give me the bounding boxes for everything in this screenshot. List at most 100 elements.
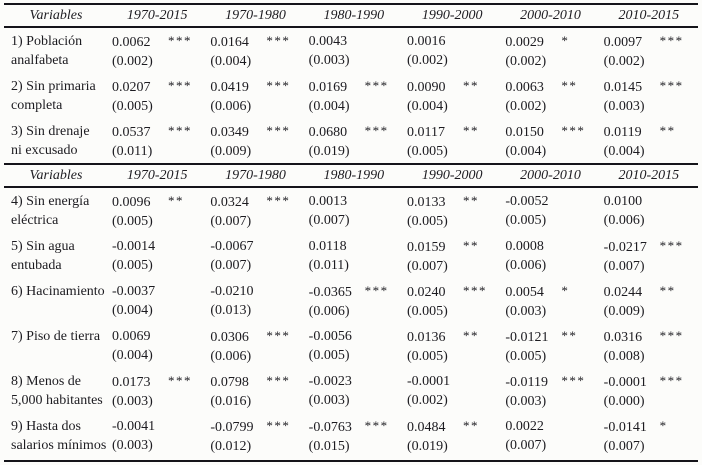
header-period-1970-2015: 1970-2015 [126,8,188,23]
coefficient-value: 0.0118 [308,239,347,254]
coefficient-cell: 0.0537 *** (0.011) [108,122,206,161]
coefficient-value: -0.0001 [603,375,647,390]
coefficient-cell: -0.0014 (0.005) [108,237,206,276]
coefficient-cell: 0.0159 ** (0.007) [403,237,501,276]
standard-error: (0.003) [505,304,547,319]
standard-error: (0.002) [505,99,547,114]
standard-error: (0.005) [407,304,448,319]
variable-label-line2: salarios mínimos [11,438,107,453]
standard-error: (0.019) [308,144,350,159]
coefficient-value: 0.0008 [505,239,544,254]
header-period-1990-2000: 1990-2000 [421,168,483,183]
variable-label-line2: eléctrica [11,213,59,228]
coefficient-cell: 0.0145 *** (0.003) [600,77,698,116]
coefficient-cell: -0.0121 ** (0.005) [501,327,599,366]
significance-stars: *** [364,123,389,138]
header-period-1980-1990: 1980-1990 [323,168,385,183]
standard-error: (0.005) [112,99,153,114]
coefficient-cell: -0.0210 (0.013) [206,282,304,321]
coefficient-cell: 0.0133 ** (0.005) [403,192,501,231]
significance-stars: *** [168,78,192,93]
standard-error: (0.004) [112,303,153,318]
coefficient-value: -0.0141 [603,420,647,435]
coefficient-cell: 0.0062 *** (0.002) [108,32,206,71]
coefficient-value: 0.0100 [603,194,643,209]
standard-error: (0.006) [210,349,252,364]
standard-error: (0.007) [407,259,448,274]
variable-label-line1: 6) Hacinamiento [11,284,105,299]
significance-stars: ** [659,123,676,138]
standard-error: (0.009) [603,304,645,319]
coefficient-value: 0.0798 [210,375,249,390]
coefficient-cell: -0.0052 (0.005) [501,192,599,231]
header-period-1970-2015: 1970-2015 [126,168,188,183]
significance-stars: ** [463,193,479,208]
significance-stars: *** [659,373,684,388]
variable-label-line1: 4) Sin energía [11,194,90,209]
header-variables: Variables [29,8,83,23]
table-row: 9) Hasta dos salarios mínimos -0.0041 (0.… [4,413,698,458]
header-period-1990-2000: 1990-2000 [421,8,483,23]
variable-label-line2: ni excusado [11,143,78,158]
coefficient-value: 0.0680 [308,125,348,140]
coefficient-cell: -0.0217 *** (0.007) [600,237,698,276]
standard-error: (0.011) [112,144,153,159]
significance-stars: ** [463,123,479,138]
coefficient-cell: 0.0054 * (0.003) [501,282,599,321]
row-variable-label: 1) Población analfabeta [4,32,108,71]
standard-error: (0.007) [505,438,547,453]
coefficient-cell: 0.0117 ** (0.005) [403,122,501,161]
variable-label-line2: completa [11,98,63,113]
significance-stars: ** [463,78,479,93]
coefficient-value: 0.0029 [505,35,544,50]
standard-error: (0.004) [112,348,153,363]
standard-error: (0.000) [603,394,645,409]
standard-error: (0.005) [112,214,153,229]
coefficient-value: 0.0016 [407,34,446,49]
significance-stars: *** [168,373,192,388]
coefficient-cell: -0.0001 *** (0.000) [600,372,698,411]
coefficient-cell: 0.0207 *** (0.005) [108,77,206,116]
header-period-2010-2015: 2010-2015 [618,168,680,183]
significance-stars: * [561,33,570,48]
coefficient-cell: 0.0096 ** (0.005) [108,192,206,231]
standard-error: (0.005) [112,258,153,273]
coefficient-cell: 0.0119 ** (0.004) [600,122,698,161]
coefficient-cell: 0.0136 ** (0.005) [403,327,501,366]
significance-stars: *** [364,78,389,93]
table-row: 7) Piso de tierra 0.0069 (0.004) 0.0306 ***… [4,323,698,368]
row-variable-label: 9) Hasta dos salarios mínimos [4,417,108,456]
significance-stars: *** [561,123,586,138]
standard-error: (0.004) [210,54,252,69]
coefficient-cell: -0.0141 * (0.007) [600,417,698,456]
row-variable-label: 5) Sin agua entubada [4,237,108,276]
row-variable-label: 6) Hacinamiento [4,282,108,321]
coefficient-value: 0.0324 [210,195,249,210]
significance-stars: *** [561,373,586,388]
coefficient-cell: 0.0316 *** (0.008) [600,327,698,366]
standard-error: (0.003) [112,394,153,409]
header-period-1970-1980: 1970-1980 [225,168,286,183]
significance-stars: ** [463,328,479,343]
significance-stars: * [659,418,668,433]
significance-stars: ** [463,418,479,433]
coefficient-value: -0.0121 [505,330,549,345]
standard-error: (0.004) [407,99,448,114]
coefficient-cell: 0.0244 ** (0.009) [600,282,698,321]
coefficient-value: -0.0119 [505,375,548,390]
coefficient-cell: 0.0008 (0.006) [501,237,599,276]
row-variable-label: 8) Menos de 5,000 habitantes [4,372,108,411]
coefficient-value: 0.0069 [112,329,151,344]
significance-stars: *** [266,78,291,93]
standard-error: (0.016) [210,394,252,409]
standard-error: (0.003) [603,99,645,114]
coefficient-value: 0.0240 [407,285,446,300]
significance-stars: *** [659,78,684,93]
coefficient-cell: -0.0037 (0.004) [108,282,206,321]
standard-error: (0.015) [308,439,350,454]
significance-stars: ** [463,238,479,253]
table-row: 1) Población analfabeta 0.0062 *** (0.002)… [4,28,698,73]
coefficient-value: -0.0037 [112,284,156,299]
variable-label-line1: 1) Población [11,34,83,49]
coefficient-value: 0.0013 [308,194,348,209]
